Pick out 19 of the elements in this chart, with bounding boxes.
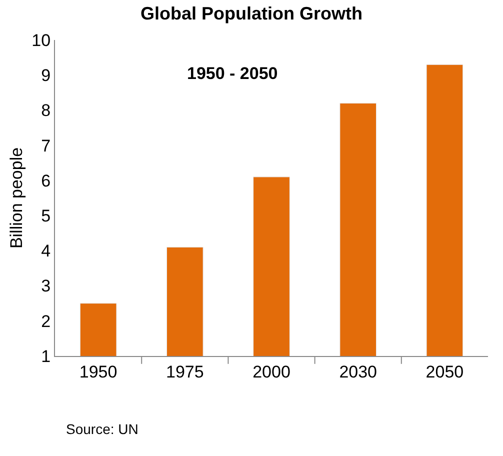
x-tick-label: 2030 xyxy=(339,362,378,382)
x-tick-label: 2000 xyxy=(252,362,290,382)
x-tick-label: 2050 xyxy=(426,362,464,382)
text: 1950 - 2050 xyxy=(187,64,278,83)
y-tick-label: 1 xyxy=(41,346,51,366)
y-tick-label: 3 xyxy=(41,276,51,296)
y-tick-label: 10 xyxy=(32,30,51,50)
y-tick-label: 7 xyxy=(41,136,51,156)
chart-title: Global Population Growth xyxy=(140,3,362,24)
y-tick-label: 4 xyxy=(41,242,51,261)
y-tick-label: 5 xyxy=(41,206,51,226)
y-tick-label: 9 xyxy=(41,66,51,86)
y-tick-label: 2 xyxy=(41,312,51,331)
y-axis-title: Billion people xyxy=(7,147,26,249)
y-tick-label: 8 xyxy=(41,101,51,120)
x-tick-label: 1975 xyxy=(166,362,204,382)
source-note: Source: UN xyxy=(66,421,138,437)
y-tick-label: 6 xyxy=(41,171,51,190)
x-tick-label: 1950 xyxy=(79,362,118,382)
